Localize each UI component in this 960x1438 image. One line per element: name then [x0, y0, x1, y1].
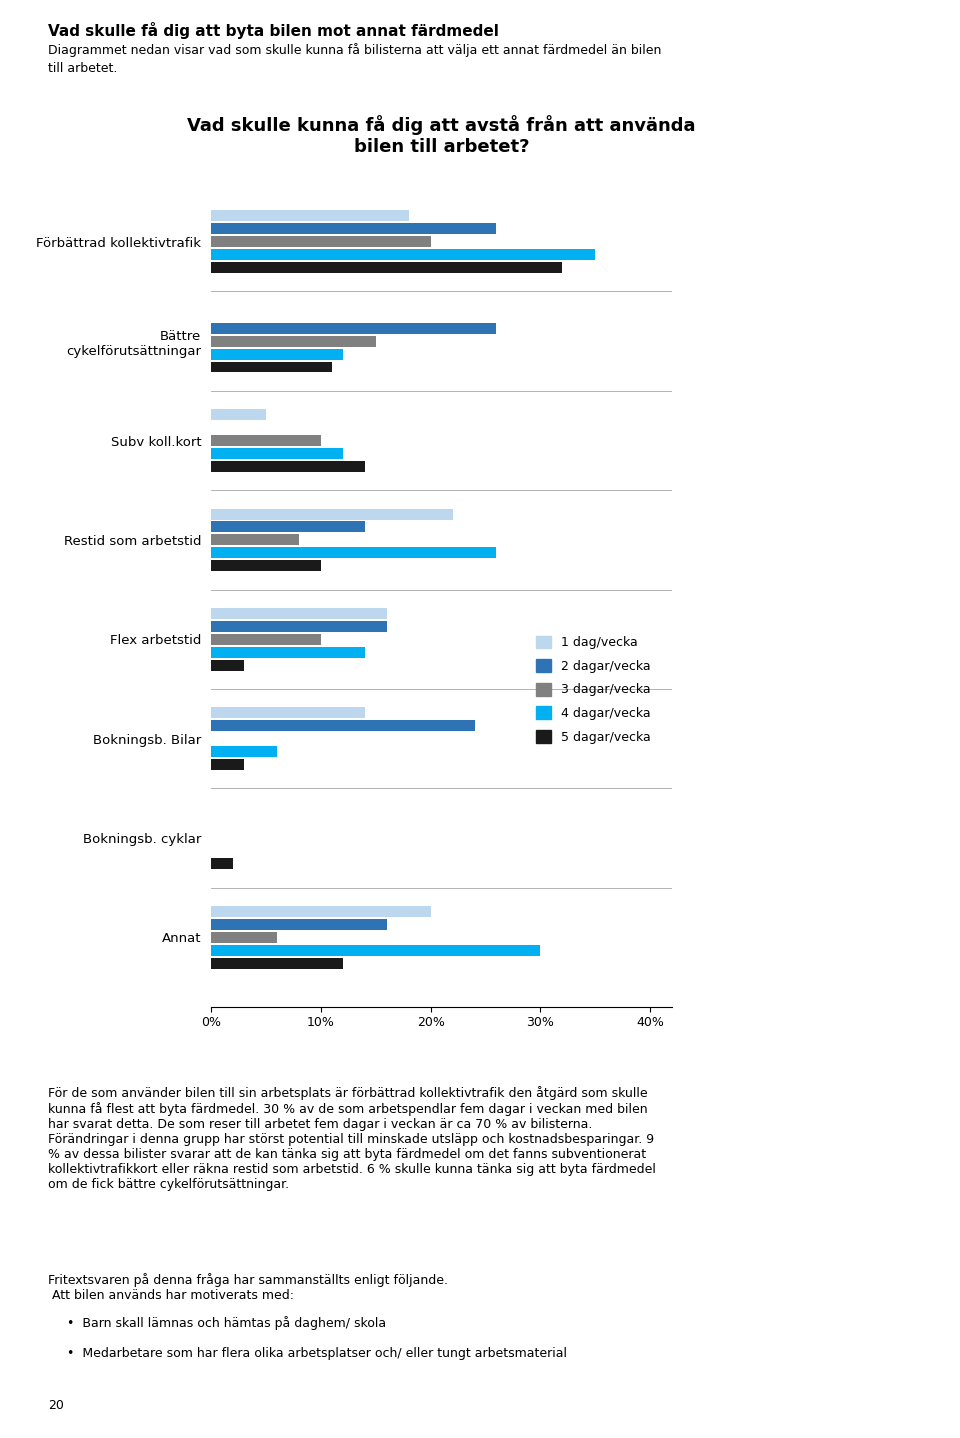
Bar [211, 608, 387, 618]
Title: Vad skulle kunna få dig att avstå från att använda
bilen till arbetet?: Vad skulle kunna få dig att avstå från a… [187, 115, 696, 155]
Bar [211, 322, 496, 334]
Bar [211, 660, 244, 670]
Bar [211, 335, 375, 347]
Bar [211, 720, 474, 731]
Bar [211, 958, 343, 969]
Text: För de som använder bilen till sin arbetsplats är förbättrad kollektivtrafik den: För de som använder bilen till sin arbet… [48, 1086, 656, 1191]
Text: till arbetet.: till arbetet. [48, 62, 117, 75]
Bar [211, 236, 431, 247]
Bar [211, 561, 321, 571]
Bar [211, 858, 233, 870]
Bar [211, 945, 540, 956]
Bar [211, 509, 452, 519]
Text: Fritextsvaren på denna fråga har sammanställts enligt följande.
 Att bilen använ: Fritextsvaren på denna fråga har sammans… [48, 1273, 448, 1301]
Bar [211, 210, 409, 221]
Text: 20: 20 [48, 1399, 64, 1412]
Bar [211, 707, 365, 719]
Bar [211, 410, 266, 420]
Text: Diagrammet nedan visar vad som skulle kunna få bilisterna att välja ett annat fä: Diagrammet nedan visar vad som skulle ku… [48, 43, 661, 58]
Bar [211, 906, 431, 917]
Bar [211, 249, 595, 260]
Bar [211, 535, 299, 545]
Bar [211, 348, 343, 360]
Text: •  Medarbetare som har flera olika arbetsplatser och/ eller tungt arbetsmaterial: • Medarbetare som har flera olika arbets… [67, 1347, 567, 1360]
Bar [211, 746, 277, 756]
Bar [211, 436, 321, 446]
Bar [211, 621, 387, 631]
Bar [211, 548, 496, 558]
Bar [211, 361, 332, 372]
Bar [211, 647, 365, 657]
Bar [211, 449, 343, 459]
Text: Vad skulle få dig att byta bilen mot annat färdmedel: Vad skulle få dig att byta bilen mot ann… [48, 22, 499, 39]
Bar [211, 223, 496, 234]
Bar [211, 262, 563, 273]
Bar [211, 634, 321, 644]
Bar [211, 919, 387, 930]
Bar [211, 522, 365, 532]
Bar [211, 759, 244, 769]
Bar [211, 460, 365, 472]
Legend: 1 dag/vecka, 2 dagar/vecka, 3 dagar/vecka, 4 dagar/vecka, 5 dagar/vecka: 1 dag/vecka, 2 dagar/vecka, 3 dagar/veck… [529, 630, 657, 751]
Bar [211, 932, 277, 943]
Text: •  Barn skall lämnas och hämtas på daghem/ skola: • Barn skall lämnas och hämtas på daghem… [67, 1316, 386, 1330]
